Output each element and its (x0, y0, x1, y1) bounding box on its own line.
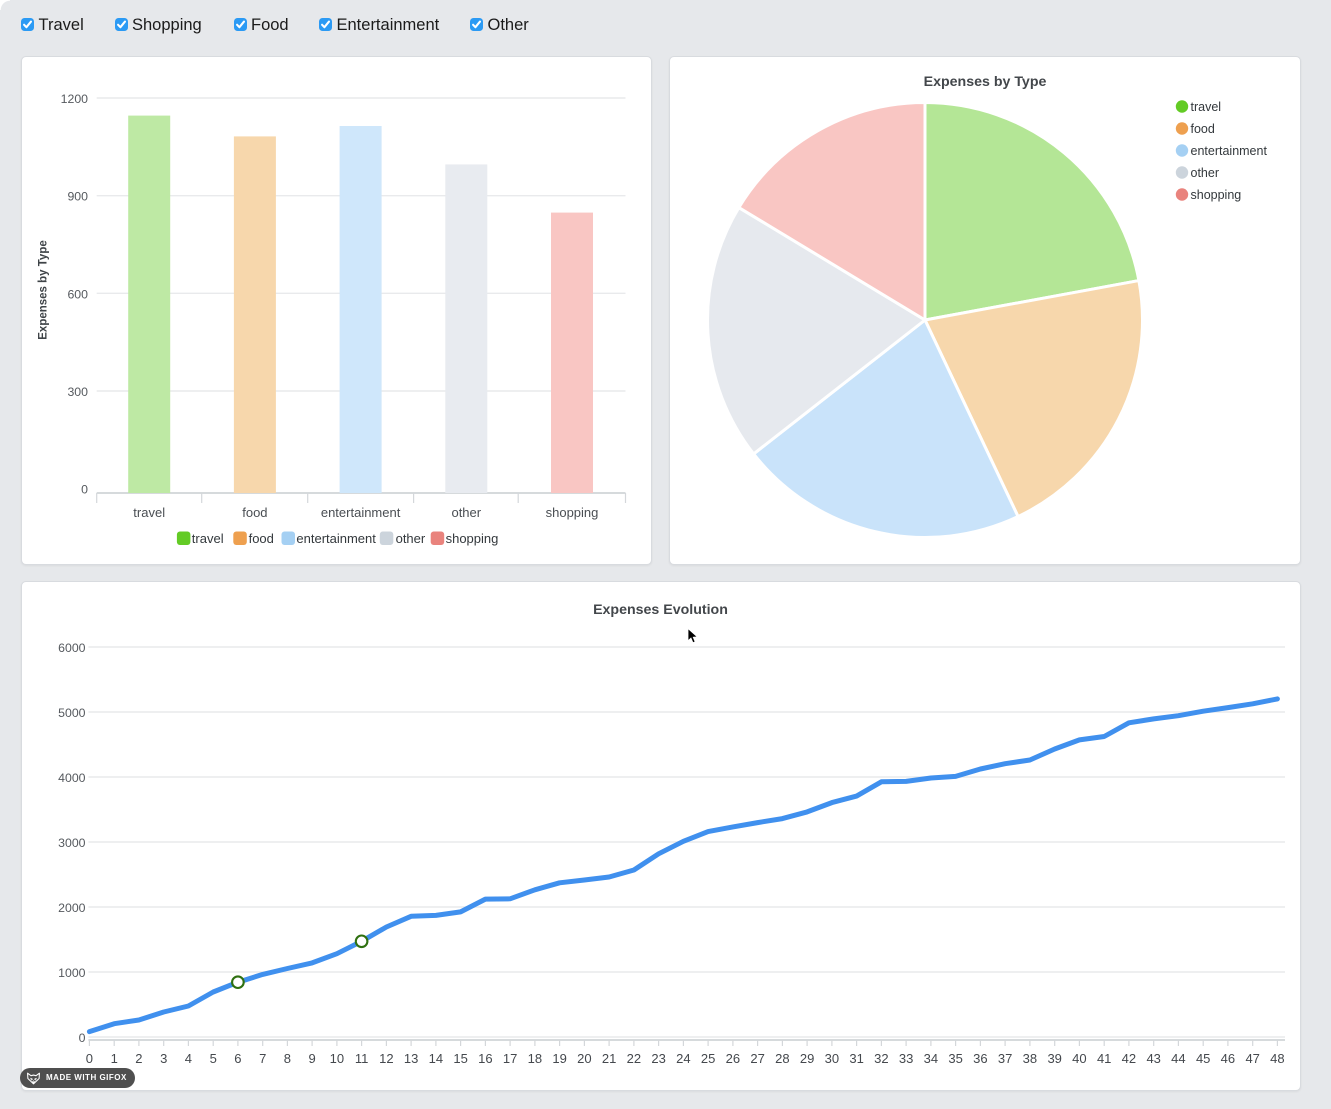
svg-text:12: 12 (379, 1051, 393, 1066)
svg-text:39: 39 (1047, 1051, 1061, 1066)
svg-text:0: 0 (81, 483, 88, 497)
svg-text:1000: 1000 (58, 966, 86, 980)
svg-text:8: 8 (284, 1051, 291, 1066)
svg-text:11: 11 (355, 1051, 369, 1066)
svg-text:entertainment: entertainment (296, 531, 376, 546)
svg-text:17: 17 (503, 1051, 517, 1066)
svg-text:13: 13 (404, 1051, 418, 1066)
svg-text:2: 2 (135, 1051, 142, 1066)
svg-text:other: other (396, 531, 426, 546)
svg-text:41: 41 (1097, 1051, 1111, 1066)
svg-text:42: 42 (1122, 1051, 1136, 1066)
svg-text:34: 34 (924, 1051, 938, 1066)
svg-text:10: 10 (330, 1051, 344, 1066)
svg-text:Expenses Evolution: Expenses Evolution (593, 602, 728, 618)
svg-text:travel: travel (192, 531, 224, 546)
svg-text:2000: 2000 (58, 901, 86, 915)
svg-text:3: 3 (160, 1051, 167, 1066)
svg-text:21: 21 (602, 1051, 616, 1066)
svg-text:28: 28 (775, 1051, 789, 1066)
svg-text:Expenses by Type: Expenses by Type (38, 240, 50, 340)
svg-text:4000: 4000 (58, 771, 86, 785)
svg-text:24: 24 (676, 1051, 690, 1066)
svg-text:other: other (1191, 166, 1220, 180)
svg-text:entertainment: entertainment (321, 505, 401, 520)
svg-text:44: 44 (1171, 1051, 1185, 1066)
svg-text:16: 16 (478, 1051, 492, 1066)
svg-text:33: 33 (899, 1051, 913, 1066)
svg-text:600: 600 (67, 287, 88, 301)
svg-text:19: 19 (552, 1051, 566, 1066)
svg-text:0: 0 (79, 1031, 86, 1045)
svg-text:22: 22 (627, 1051, 641, 1066)
svg-text:1200: 1200 (61, 92, 89, 106)
svg-text:25: 25 (701, 1051, 715, 1066)
svg-text:6: 6 (234, 1051, 241, 1066)
svg-text:48: 48 (1270, 1051, 1284, 1066)
svg-text:7: 7 (259, 1051, 266, 1066)
svg-text:other: other (451, 505, 481, 520)
svg-text:20: 20 (577, 1051, 591, 1066)
svg-text:5000: 5000 (58, 706, 86, 720)
svg-text:31: 31 (849, 1051, 863, 1066)
svg-text:29: 29 (800, 1051, 814, 1066)
svg-text:5: 5 (210, 1051, 217, 1066)
svg-text:14: 14 (429, 1051, 443, 1066)
svg-text:23: 23 (651, 1051, 665, 1066)
svg-text:26: 26 (726, 1051, 740, 1066)
svg-text:shopping: shopping (446, 531, 499, 546)
svg-text:3000: 3000 (58, 836, 86, 850)
svg-text:46: 46 (1221, 1051, 1235, 1066)
svg-text:15: 15 (453, 1051, 467, 1066)
svg-text:4: 4 (185, 1051, 192, 1066)
svg-text:travel: travel (133, 505, 165, 520)
svg-text:entertainment: entertainment (1191, 144, 1268, 158)
svg-text:900: 900 (67, 190, 88, 204)
svg-text:47: 47 (1245, 1051, 1259, 1066)
svg-text:Expenses by Type: Expenses by Type (924, 74, 1047, 90)
svg-text:0: 0 (86, 1051, 93, 1066)
svg-text:1: 1 (111, 1051, 118, 1066)
svg-text:43: 43 (1146, 1051, 1160, 1066)
svg-text:food: food (249, 531, 274, 546)
svg-text:36: 36 (973, 1051, 987, 1066)
svg-text:40: 40 (1072, 1051, 1086, 1066)
svg-text:32: 32 (874, 1051, 888, 1066)
svg-text:6000: 6000 (58, 641, 86, 655)
svg-text:food: food (1191, 122, 1215, 136)
svg-text:27: 27 (750, 1051, 764, 1066)
svg-text:food: food (242, 505, 267, 520)
svg-text:300: 300 (67, 385, 88, 399)
svg-text:45: 45 (1196, 1051, 1210, 1066)
svg-text:18: 18 (528, 1051, 542, 1066)
svg-text:30: 30 (825, 1051, 839, 1066)
svg-text:37: 37 (998, 1051, 1012, 1066)
svg-text:travel: travel (1191, 100, 1222, 114)
svg-text:9: 9 (308, 1051, 315, 1066)
svg-text:shopping: shopping (546, 505, 599, 520)
svg-text:35: 35 (948, 1051, 962, 1066)
svg-text:38: 38 (1023, 1051, 1037, 1066)
svg-text:shopping: shopping (1191, 188, 1242, 202)
